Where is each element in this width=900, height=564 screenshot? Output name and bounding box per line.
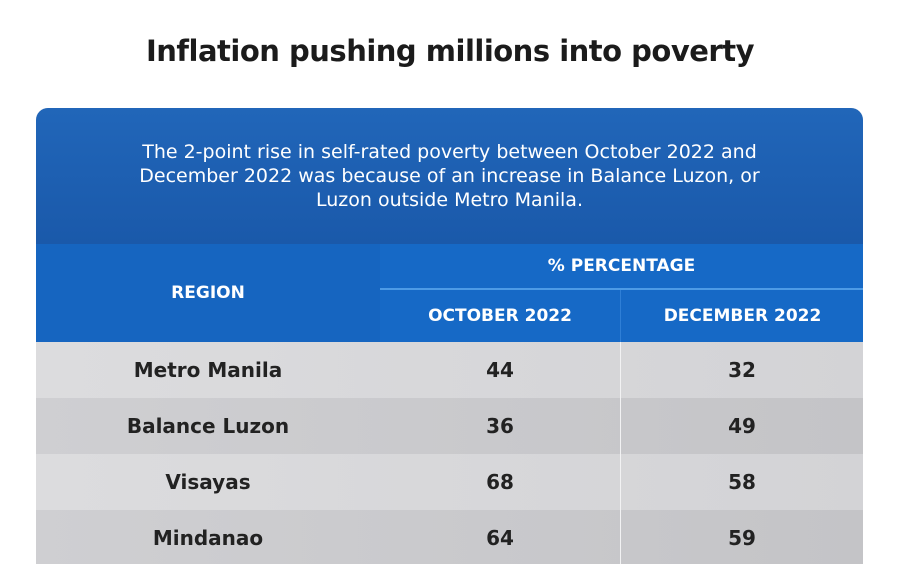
region-cell: Metro Manila (133, 358, 283, 382)
december-2022-column-header: DECEMBER 2022 (620, 290, 863, 342)
region-cell: Balance Luzon (126, 414, 290, 438)
region-cell: Mindanao (152, 526, 264, 550)
december-value-cell: 59 (620, 510, 863, 564)
table-row: Balance Luzon 36 49 (36, 398, 863, 454)
table-row: Metro Manila 44 32 (36, 342, 863, 398)
october-value-cell: 64 (486, 526, 514, 550)
december-value-cell: 32 (620, 342, 863, 398)
region-column-header: REGION (36, 244, 380, 342)
percentage-group-header: % PERCENTAGE (380, 244, 863, 290)
table-row: Visayas 68 58 (36, 454, 863, 510)
october-value-cell: 36 (486, 414, 514, 438)
october-value-cell: 44 (486, 358, 514, 382)
table-row: Mindanao 64 59 (36, 510, 863, 564)
table-subtitle: The 2-point rise in self-rated poverty b… (139, 141, 760, 211)
october-value-cell: 68 (486, 470, 514, 494)
poverty-table-card: The 2-point rise in self-rated poverty b… (36, 108, 863, 564)
october-2022-column-header: OCTOBER 2022 (428, 306, 572, 326)
december-value-cell: 49 (620, 398, 863, 454)
region-cell: Visayas (165, 470, 251, 494)
table-header: REGION % PERCENTAGE OCTOBER 2022 DECEMBE… (36, 244, 863, 342)
page-title: Inflation pushing millions into poverty (146, 34, 754, 68)
card-header: The 2-point rise in self-rated poverty b… (36, 108, 863, 244)
december-value-cell: 58 (620, 454, 863, 510)
